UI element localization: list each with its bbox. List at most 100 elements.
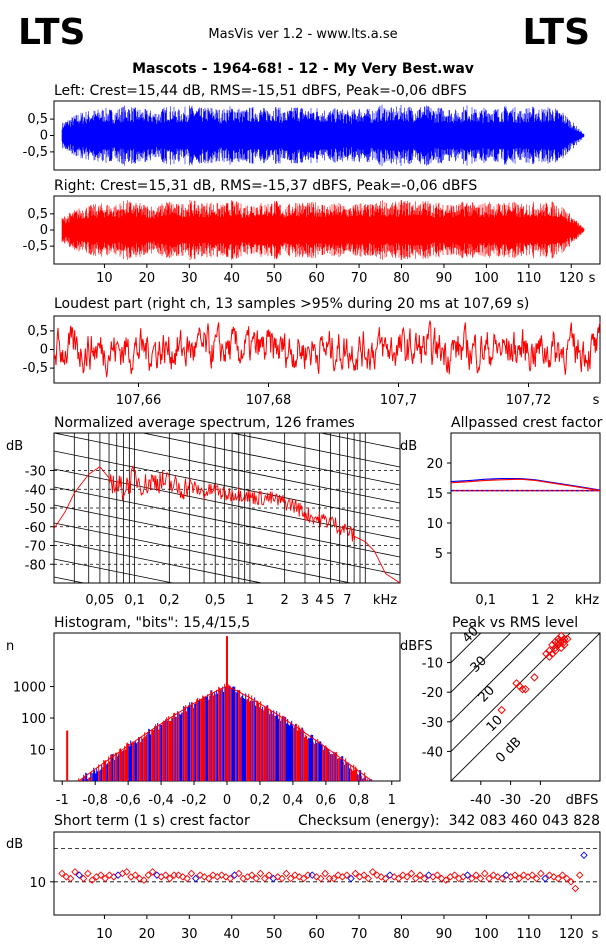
x-tick-label: 4	[315, 593, 323, 608]
crest-point	[304, 871, 312, 879]
y-tick-label: -70	[25, 540, 46, 555]
crest-point	[79, 874, 88, 883]
diagonal-label: 0 dB	[493, 735, 525, 767]
crest-point	[571, 884, 580, 893]
crest-point	[278, 874, 286, 883]
x-tick-label: -0,4	[148, 793, 173, 808]
y-tick-label: 0	[40, 343, 48, 358]
peak-rms-point	[545, 646, 554, 656]
slope-grid-line	[318, 433, 400, 450]
x-tick-label: 90	[436, 271, 453, 286]
crest-point	[528, 871, 536, 879]
y-tick-label: 0	[40, 129, 48, 144]
slope-grid-line	[140, 433, 400, 486]
plot-frame	[450, 632, 601, 782]
x-tick-label: 0,4	[283, 793, 304, 808]
peak-rms-point	[557, 643, 566, 653]
y-tick-label: -0,5	[23, 361, 48, 376]
slope-grid-line	[54, 522, 353, 583]
crest-point	[140, 876, 148, 884]
x-tick-label: 10	[96, 927, 113, 942]
slope-grid-line	[229, 433, 400, 468]
y-tick-label: -80	[25, 558, 46, 573]
crest-point	[58, 869, 66, 878]
allpassed-y-unit: dB	[400, 439, 417, 454]
x-tick-label: 60	[308, 927, 325, 942]
diagonal-label: 20	[476, 683, 498, 705]
crest-point	[226, 874, 234, 883]
y-tick-label: 10	[29, 744, 46, 759]
plot-frame	[450, 432, 601, 584]
right-waveform-plot: 0,50-0,5 10 20 30 40 50 60 70 80 90 100 110 120 s	[0, 195, 601, 286]
short-crest-title: Short term (1 s) crest factor	[54, 813, 250, 829]
peak-rms-point	[512, 679, 521, 688]
crest-point	[131, 871, 140, 879]
x-tick-label: -40	[470, 793, 491, 808]
x-tick-label: 30	[181, 927, 198, 942]
slope-grid-line	[54, 486, 400, 558]
spectrum-grid	[54, 433, 400, 583]
crest-point	[204, 874, 213, 883]
peak-rms-point	[551, 637, 560, 647]
crest-point	[416, 871, 424, 879]
crest-point	[562, 874, 571, 883]
x-unit-label: kHz	[373, 593, 397, 608]
y-tick-label: -30	[25, 465, 46, 480]
crest-point	[541, 874, 549, 883]
x-unit-label: s	[592, 927, 599, 942]
left-channel-title: Left: Crest=15,44 dB, RMS=-15,51 dBFS, P…	[54, 83, 467, 99]
crest-point	[286, 874, 295, 883]
x-tick-label: 7	[343, 593, 351, 608]
peak-rms-point	[551, 646, 560, 656]
crest-point	[183, 874, 191, 883]
lts-logo-right: LTS	[523, 12, 590, 53]
x-tick-label: 0,2	[250, 793, 271, 808]
slope-grid-line	[54, 433, 400, 504]
x-tick-label: 30	[181, 271, 198, 286]
crest-point	[420, 874, 429, 883]
y-tick-label: 10	[29, 876, 46, 891]
crest-point	[351, 869, 360, 878]
histogram-title: Histogram, "bits": 15,4/15,5	[54, 615, 250, 631]
crest-point	[407, 869, 416, 878]
peak-rms-point	[497, 705, 506, 715]
crest-point	[515, 874, 524, 883]
x-tick-label: 1	[531, 593, 539, 608]
x-tick-label: 40	[223, 271, 240, 286]
crest-point	[368, 868, 377, 876]
x-tick-label: 107,66	[116, 393, 162, 408]
crest-point	[511, 871, 519, 879]
histogram-left-bars	[82, 685, 373, 781]
crest-point	[321, 869, 329, 878]
x-tick-label: 10	[96, 271, 113, 286]
crest-diagonal	[451, 633, 600, 781]
y-tick-label: -50	[25, 502, 46, 517]
x-tick-label: 2	[546, 593, 554, 608]
x-tick-label: 0,8	[348, 793, 369, 808]
short-term-crest-plot: 10 10 20 30 40 50 60 70 80 90 100 110 120 s	[29, 831, 601, 942]
peak-rms-point	[562, 634, 572, 644]
lts-logo-left: LTS	[18, 12, 85, 53]
slope-grid-line	[54, 450, 400, 522]
loudest-trace	[53, 320, 601, 378]
crest-point	[532, 874, 541, 883]
peak-rms-point	[559, 637, 569, 647]
crest-point	[256, 869, 265, 878]
x-tick-label: -0,2	[181, 793, 206, 808]
slope-grid-line	[54, 468, 400, 540]
x-tick-label: 80	[393, 271, 410, 286]
crest-point	[97, 871, 105, 879]
crest-point	[101, 874, 109, 883]
crest-point	[187, 869, 196, 878]
y-tick-label: 0,5	[27, 324, 48, 339]
slope-grid-line	[54, 504, 400, 576]
waveform-trace	[61, 104, 585, 167]
x-tick-label: 120	[559, 271, 584, 286]
crest-point	[248, 871, 256, 879]
crest-point	[442, 876, 450, 884]
crest-point	[364, 874, 373, 883]
x-tick-label: -20	[530, 793, 551, 808]
x-tick-label: 2	[281, 593, 289, 608]
crest-point	[360, 871, 368, 879]
